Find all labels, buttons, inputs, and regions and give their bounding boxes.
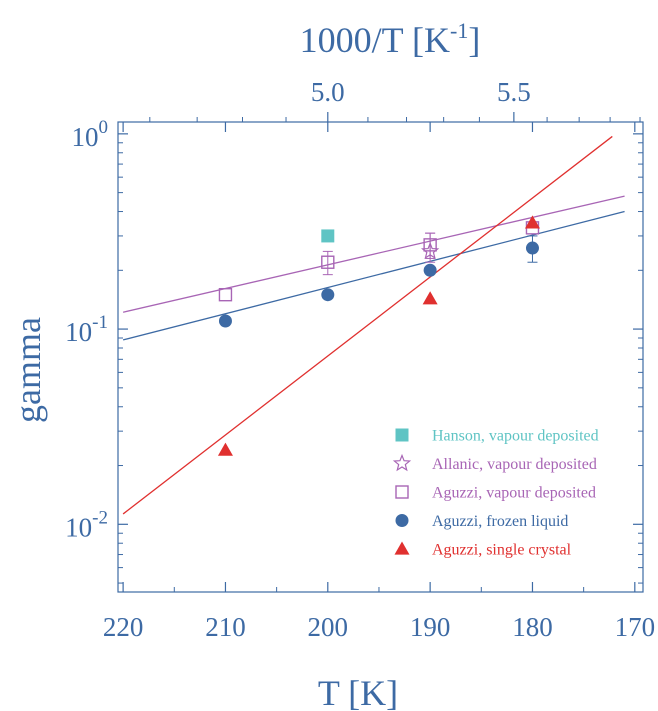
legend-marker [394,456,409,470]
x-tick-label: 220 [103,612,144,642]
data-point [321,288,334,301]
legend-label: Allanic, vapour deposited [432,456,597,473]
fit-line [123,196,624,312]
legend-label: Aguzzi, frozen liquid [432,513,568,530]
x-tick-label: 210 [205,612,246,642]
data-points [218,215,540,455]
x2-tick-label: 5.5 [497,77,531,107]
y-tick-label: 100 [72,117,109,152]
y-tick-label: 10-1 [65,312,108,347]
legend-marker [396,514,409,527]
x2-tick-label: 5.0 [311,77,345,107]
data-point [219,289,231,301]
data-point [219,314,232,327]
legend: Hanson, vapour deposited Allanic, vapour … [394,428,598,559]
legend-label: Aguzzi, vapour deposited [432,485,596,502]
x-tick-label: 190 [410,612,451,642]
legend-label: Hanson, vapour deposited [432,428,599,445]
legend-marker [396,486,408,498]
legend-label: Aguzzi, single crystal [432,542,572,559]
data-point [526,242,539,255]
legend-marker [396,429,409,442]
x-tick-label: 180 [512,612,553,642]
legend-marker [395,542,410,555]
data-point [321,229,334,242]
y-axis-title: gamma [8,317,48,423]
data-point [218,443,233,456]
x-tick-label: 200 [308,612,349,642]
y-tick-label: 10-2 [65,507,108,542]
top-axis-title: 1000/T [K-1] [300,18,481,60]
data-point [424,264,437,277]
data-point [423,291,438,304]
x-axis-title: T [K] [318,673,398,711]
x-tick-label: 170 [615,612,656,642]
